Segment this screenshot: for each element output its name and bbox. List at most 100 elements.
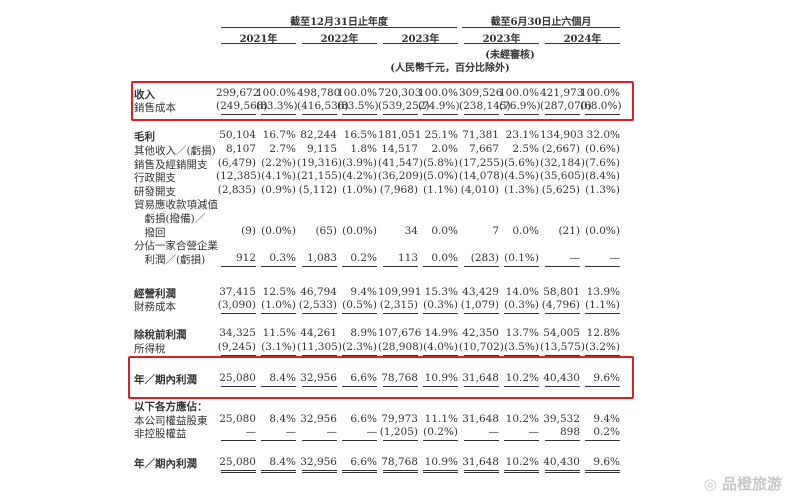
- percent-cell: (0.5%): [342, 299, 377, 311]
- row-label: 分佔一家合營企業: [134, 240, 218, 252]
- amount-cell: 39,532: [543, 413, 580, 425]
- divider: [545, 43, 620, 44]
- percent-cell: 9.6%: [593, 456, 620, 468]
- double-underline: [423, 470, 458, 473]
- row-label: 本公司權益股東: [134, 415, 208, 427]
- underline: [342, 440, 377, 441]
- double-underline: [261, 470, 296, 473]
- underline: [464, 114, 499, 115]
- percent-cell: 8.4%: [269, 456, 296, 468]
- underline: [342, 114, 377, 115]
- amount-cell: 78,768: [381, 456, 418, 468]
- row-label: 毛利: [134, 131, 155, 143]
- percent-cell: (7.6%): [585, 157, 620, 169]
- amount-cell: 898: [559, 426, 580, 438]
- amount-cell: 32,956: [300, 372, 337, 384]
- underline: [464, 266, 499, 267]
- percent-cell: (0.9%): [261, 184, 296, 196]
- highlight-box-profit: [128, 356, 634, 399]
- percent-cell: (8.4%): [585, 170, 620, 182]
- underline: [504, 114, 539, 115]
- percent-cell: 10.9%: [424, 456, 458, 468]
- percent-cell: (0.1%): [504, 252, 539, 264]
- amount-cell: 14,517: [381, 143, 418, 155]
- underline: [585, 266, 620, 267]
- underline: [221, 386, 256, 387]
- year-header: 2022年: [320, 34, 359, 45]
- percent-cell: 2.5%: [512, 143, 539, 155]
- underline: [302, 386, 337, 387]
- amount-cell: (1,079): [460, 299, 499, 311]
- percent-cell: 6.6%: [350, 456, 377, 468]
- amount-cell: (2,835): [217, 184, 256, 196]
- row-label: 所得稅: [134, 343, 166, 355]
- amount-cell: (13,575): [540, 341, 585, 353]
- percent-cell: 14.0%: [505, 286, 539, 298]
- amount-cell: (249,568): [216, 100, 268, 112]
- percent-cell: —: [285, 426, 297, 438]
- row-label: 貿易應收款項減值: [134, 199, 218, 211]
- percent-cell: (1.1%): [585, 299, 620, 311]
- amount-cell: 43,429: [462, 286, 499, 298]
- percent-cell: 1.8%: [350, 143, 377, 155]
- amount-cell: 78,768: [381, 372, 418, 384]
- amount-cell: 181,051: [378, 129, 422, 141]
- amount-cell: (6,479): [217, 157, 256, 169]
- double-underline: [302, 470, 337, 473]
- underline: [261, 386, 296, 387]
- underline: [545, 313, 580, 314]
- amount-cell: 109,991: [378, 286, 422, 298]
- amount-cell: (12,385): [216, 170, 261, 182]
- underline: [261, 355, 296, 356]
- double-underline: [342, 470, 377, 473]
- percent-cell: 32.0%: [586, 129, 620, 141]
- amount-cell: (539,252): [378, 100, 430, 112]
- underline: [221, 313, 256, 314]
- amount-cell: (3,090): [217, 299, 256, 311]
- underline: [464, 386, 499, 387]
- percent-cell: (0.0%): [342, 225, 377, 237]
- row-label: 財務成本: [134, 301, 176, 313]
- percent-cell: (3.9%): [342, 157, 377, 169]
- underline: [423, 440, 458, 441]
- underline: [221, 440, 256, 441]
- row-label: 銷售及經銷開支: [134, 159, 208, 171]
- amount-cell: (7,968): [379, 184, 418, 196]
- percent-cell: (1.3%): [585, 184, 620, 196]
- row-label: 年／期內利潤: [134, 458, 197, 470]
- row-label: 利潤／(虧損): [134, 254, 206, 266]
- percent-cell: (74.9%): [418, 100, 460, 112]
- percent-cell: (5.8%): [423, 157, 458, 169]
- amount-cell: 9,115: [306, 143, 337, 155]
- percent-cell: 0.2%: [593, 426, 620, 438]
- percent-cell: 8.4%: [269, 413, 296, 425]
- percent-cell: (2.2%): [261, 157, 296, 169]
- percent-cell: 10.2%: [505, 413, 539, 425]
- amount-cell: —: [488, 426, 500, 438]
- percent-cell: 6.6%: [350, 413, 377, 425]
- percent-cell: —: [609, 252, 621, 264]
- underline: [261, 313, 296, 314]
- percent-cell: (76.9%): [499, 100, 541, 112]
- highlight-box-revenue: [131, 81, 634, 121]
- amount-cell: 42,350: [462, 327, 499, 339]
- amount-cell: (9): [241, 225, 256, 237]
- percent-cell: 8.9%: [350, 327, 377, 339]
- percent-cell: 14.9%: [424, 327, 458, 339]
- underline: [545, 386, 580, 387]
- amount-cell: 25,080: [219, 456, 256, 468]
- percent-cell: (4.2%): [342, 170, 377, 182]
- amount-cell: —: [326, 426, 338, 438]
- underline: [504, 440, 539, 441]
- amount-cell: (283): [470, 252, 499, 264]
- double-underline: [504, 470, 539, 473]
- amount-cell: 912: [235, 252, 256, 264]
- amount-cell: 7: [492, 225, 499, 237]
- amount-cell: (11,305): [297, 341, 342, 353]
- percent-cell: 13.7%: [505, 327, 539, 339]
- percent-cell: 6.6%: [350, 372, 377, 384]
- percent-cell: (1.3%): [504, 184, 539, 196]
- percent-cell: 100.0%: [499, 87, 540, 99]
- amount-cell: 299,672: [216, 87, 260, 99]
- underline: [342, 355, 377, 356]
